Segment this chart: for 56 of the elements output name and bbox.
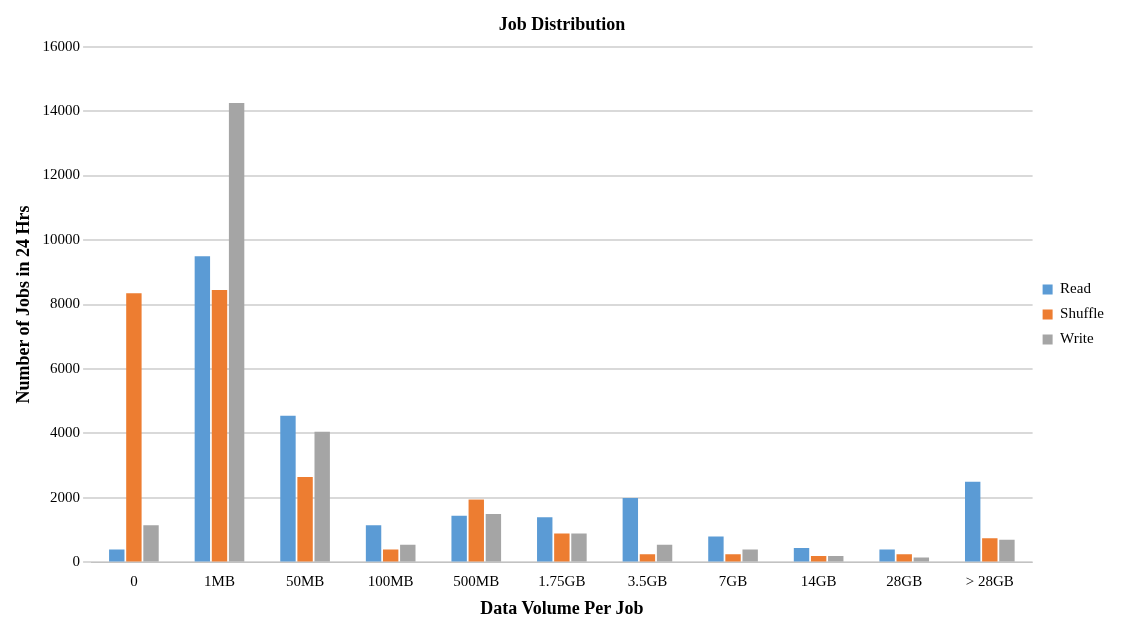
bar (725, 554, 741, 562)
bar (708, 536, 724, 562)
y-tick-label: 14000 (42, 102, 81, 119)
bar (280, 415, 296, 562)
bar (982, 538, 998, 562)
x-tick-label: 1.75GB (538, 573, 586, 590)
bar (537, 517, 553, 562)
bar (451, 515, 467, 562)
y-tick-label: 0 (72, 553, 81, 570)
x-tick-label: 1MB (204, 573, 235, 590)
bar (622, 497, 639, 562)
y-tick-label: 8000 (50, 295, 81, 312)
bar (879, 549, 895, 562)
bar (194, 256, 211, 562)
bar (485, 514, 502, 562)
bar (228, 103, 245, 562)
bar (365, 525, 382, 562)
bar (143, 525, 159, 562)
bar (554, 533, 570, 562)
bar (126, 293, 142, 562)
bar (382, 549, 399, 562)
legend-label: Shuffle (1060, 305, 1105, 322)
y-tick-label: 6000 (50, 359, 81, 376)
bar (639, 554, 656, 562)
legend-label: Write (1060, 330, 1094, 347)
y-axis-title: Number of Jobs in 24 Hrs (13, 205, 34, 404)
bar (742, 549, 758, 562)
y-tick-label: 2000 (50, 488, 81, 505)
bar (656, 544, 673, 562)
legend-label: Read (1060, 280, 1092, 297)
bar (314, 431, 330, 562)
bar (965, 481, 981, 562)
x-tick-label: > 28GB (965, 573, 1014, 590)
bar (400, 544, 416, 562)
bar (896, 554, 912, 562)
y-tick-label: 12000 (42, 166, 81, 183)
x-tick-label: 28GB (886, 573, 923, 590)
x-tick-label: 3.5GB (627, 573, 668, 590)
bar (468, 499, 484, 562)
bar (211, 289, 228, 562)
bar (109, 549, 125, 562)
x-tick-label: 0 (130, 573, 138, 590)
x-tick-label: 14GB (800, 573, 837, 590)
bar (999, 539, 1015, 562)
bar (297, 476, 313, 562)
bar (793, 547, 810, 562)
x-tick-label: 500MB (453, 573, 500, 590)
x-tick-label: 100MB (367, 573, 414, 590)
chart-title: Job Distribution (498, 14, 626, 35)
x-tick-label: 50MB (285, 573, 325, 590)
y-tick-label: 4000 (50, 424, 81, 441)
bar (571, 533, 587, 562)
x-axis-title: Data Volume Per Job (480, 597, 644, 618)
x-tick-label: 7GB (718, 573, 748, 590)
y-tick-label: 16000 (42, 37, 81, 54)
y-tick-label: 10000 (42, 230, 81, 247)
